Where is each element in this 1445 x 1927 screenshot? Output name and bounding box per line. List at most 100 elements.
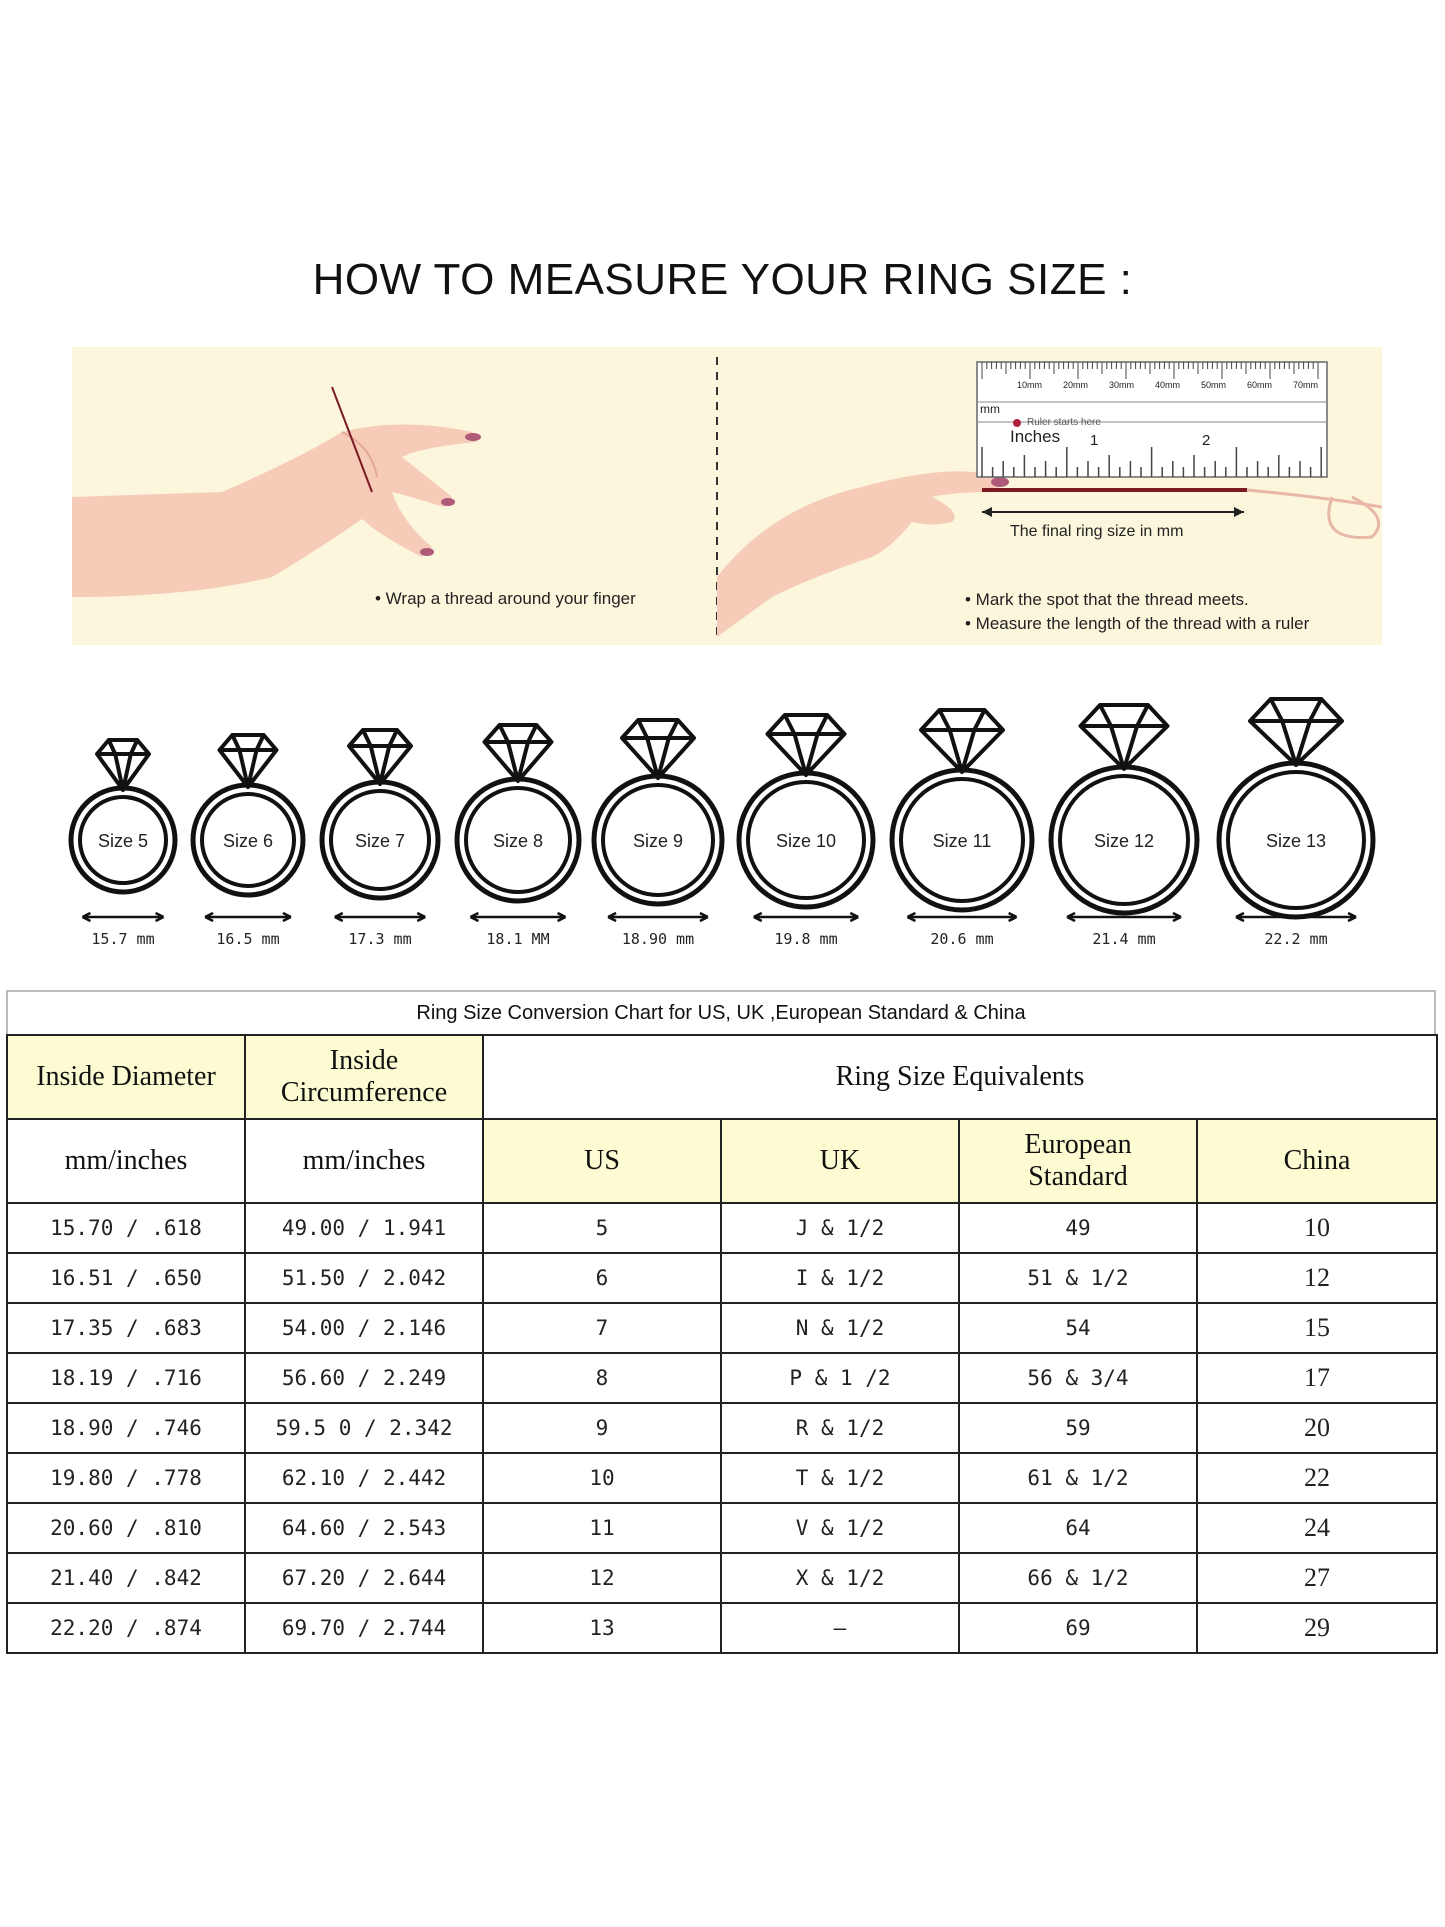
uk-size-cell: J & 1/2 [720, 1202, 960, 1254]
ruler-mm-tick-label: 10mm [1017, 380, 1043, 390]
diamond-icon [95, 738, 151, 792]
us-size-cell: 12 [482, 1552, 722, 1604]
ring-size-label: Size 9 [633, 831, 683, 851]
ring-size-13: Size 13 22.2 mm [1216, 697, 1376, 948]
ruler-start-note: Ruler starts here [1027, 417, 1101, 428]
us-size-cell: 10 [482, 1452, 722, 1504]
diameter-cell: 18.19 / .716 [6, 1352, 246, 1404]
ring-diameter-label: 16.5 mm [216, 930, 279, 948]
diameter-arrow [607, 911, 709, 923]
ring-size-12: Size 12 21.4 mm [1048, 703, 1200, 948]
conversion-table: Inside Diameter Inside Circumference Rin… [6, 1034, 1439, 1654]
ring-diameter-label: 22.2 mm [1264, 930, 1327, 948]
china-size-cell: 22 [1195, 1452, 1439, 1504]
header-uk: UK [720, 1118, 960, 1204]
ring-size-7: Size 7 17.3 mm [319, 728, 441, 948]
conversion-chart-caption: Ring Size Conversion Chart for US, UK ,E… [6, 990, 1436, 1034]
us-size-cell: 5 [482, 1202, 722, 1254]
china-size-cell: 15 [1195, 1302, 1439, 1354]
ring-diameter-label: 21.4 mm [1092, 930, 1155, 948]
ring-band-inner [899, 777, 1025, 903]
diamond-icon [347, 728, 413, 786]
header-us: US [482, 1118, 722, 1204]
ring-size-10: Size 10 19.8 mm [736, 713, 876, 948]
instruction-panel: mm 10mm 20mm 30mm 40mm 50mm 60mm 70mm Ruler st… [72, 347, 1382, 645]
uk-size-cell: V & 1/2 [720, 1502, 960, 1554]
ruler-mm-tick-label: 40mm [1155, 380, 1181, 390]
table-row: 15.70 / .618 49.00 / 1.941 5 J & 1/2 49 10 [6, 1202, 1439, 1254]
measure-illustration [72, 357, 1382, 637]
china-size-cell: 12 [1195, 1252, 1439, 1304]
hand-pinch-thread-icon [717, 471, 1382, 637]
ring-size-label: Size 13 [1266, 831, 1326, 851]
circumference-cell: 62.10 / 2.442 [244, 1452, 484, 1504]
diamond-icon [765, 713, 847, 777]
header-inside-circumference-line1: Inside [329, 1045, 399, 1076]
us-size-cell: 9 [482, 1402, 722, 1454]
diameter-cell: 15.70 / .618 [6, 1202, 246, 1254]
header-european-standard: European Standard [958, 1118, 1198, 1204]
diamond-icon [482, 723, 554, 783]
ruler-icon [976, 361, 1328, 517]
ruler-mm-tick-label: 20mm [1063, 380, 1089, 390]
ring-size-label: Size 10 [776, 831, 836, 851]
table-row: 19.80 / .778 62.10 / 2.442 10 T & 1/2 61 & 1… [6, 1452, 1439, 1504]
diameter-cell: 17.35 / .683 [6, 1302, 246, 1354]
table-row: 20.60 / .810 64.60 / 2.543 11 V & 1/2 64 24 [6, 1502, 1439, 1554]
ring-size-label: Size 7 [355, 831, 405, 851]
circumference-cell: 56.60 / 2.249 [244, 1352, 484, 1404]
hand-wrap-thread-icon [72, 386, 481, 597]
european-size-cell: 64 [958, 1502, 1198, 1554]
ring-diameter-label: 20.6 mm [930, 930, 993, 948]
us-size-cell: 7 [482, 1302, 722, 1354]
ruler-mm-tick-label: 60mm [1247, 380, 1273, 390]
circumference-cell: 64.60 / 2.543 [244, 1502, 484, 1554]
uk-size-cell: P & 1 /2 [720, 1352, 960, 1404]
ring-diameter-label: 18.90 mm [622, 930, 694, 948]
ring-band-inner [200, 792, 296, 888]
ring-size-label: Size 8 [493, 831, 543, 851]
circumference-cell: 54.00 / 2.146 [244, 1302, 484, 1354]
instruction-wrap: • Wrap a thread around your finger [375, 589, 636, 608]
diameter-cell: 20.60 / .810 [6, 1502, 246, 1554]
european-size-cell: 54 [958, 1302, 1198, 1354]
diameter-arrow [753, 911, 859, 923]
ring-diameter-label: 19.8 mm [774, 930, 837, 948]
table-row: 16.51 / .650 51.50 / 2.042 6 I & 1/2 51 & 1/… [6, 1252, 1439, 1304]
diameter-cell: 21.40 / .842 [6, 1552, 246, 1604]
circumference-cell: 49.00 / 1.941 [244, 1202, 484, 1254]
final-size-label: The final ring size in mm [1010, 523, 1184, 540]
table-row: 18.19 / .716 56.60 / 2.249 8 P & 1 /2 56 & 3… [6, 1352, 1439, 1404]
diamond-icon [1248, 697, 1344, 767]
instruction-mark: • Mark the spot that the thread meets. [965, 590, 1249, 609]
european-size-cell: 69 [958, 1602, 1198, 1654]
ring-band-inner [1058, 774, 1190, 906]
uk-size-cell: R & 1/2 [720, 1402, 960, 1454]
table-row: 21.40 / .842 67.20 / 2.644 12 X & 1/2 66 & 1… [6, 1552, 1439, 1604]
header-european-line1: European [1024, 1129, 1132, 1160]
ring-size-label: Size 12 [1094, 831, 1154, 851]
diameter-cell: 16.51 / .650 [6, 1252, 246, 1304]
uk-size-cell: X & 1/2 [720, 1552, 960, 1604]
china-size-cell: 29 [1195, 1602, 1439, 1654]
diameter-arrow [1066, 911, 1182, 923]
ruler-mm-tick-label: 50mm [1201, 380, 1227, 390]
ring-diameter-label: 15.7 mm [91, 930, 154, 948]
uk-size-cell: T & 1/2 [720, 1452, 960, 1504]
ring-size-8: Size 8 18.1 MM [454, 723, 582, 948]
header-european-line2: Standard [1028, 1161, 1128, 1192]
header-circumference-units: mm/inches [244, 1118, 484, 1204]
ring-size-11: Size 11 20.6 mm [889, 708, 1035, 948]
header-inside-circumference-line2: Circumference [280, 1077, 448, 1108]
ring-size-illustrations: Size 5 15.7 mm Size 6 16.5 mm Size 7 17.3 mm S… [0, 690, 1445, 960]
table-row: 17.35 / .683 54.00 / 2.146 7 N & 1/2 54 15 [6, 1302, 1439, 1354]
diameter-cell: 18.90 / .746 [6, 1402, 246, 1454]
diamond-icon [620, 718, 696, 780]
header-diameter-units: mm/inches [6, 1118, 246, 1204]
ring-band-inner [78, 795, 168, 885]
ruler-mm-tick-label: 70mm [1293, 380, 1319, 390]
china-size-cell: 17 [1195, 1352, 1439, 1404]
diamond-icon [1078, 703, 1170, 771]
diameter-cell: 19.80 / .778 [6, 1452, 246, 1504]
diameter-arrow [1235, 911, 1357, 923]
